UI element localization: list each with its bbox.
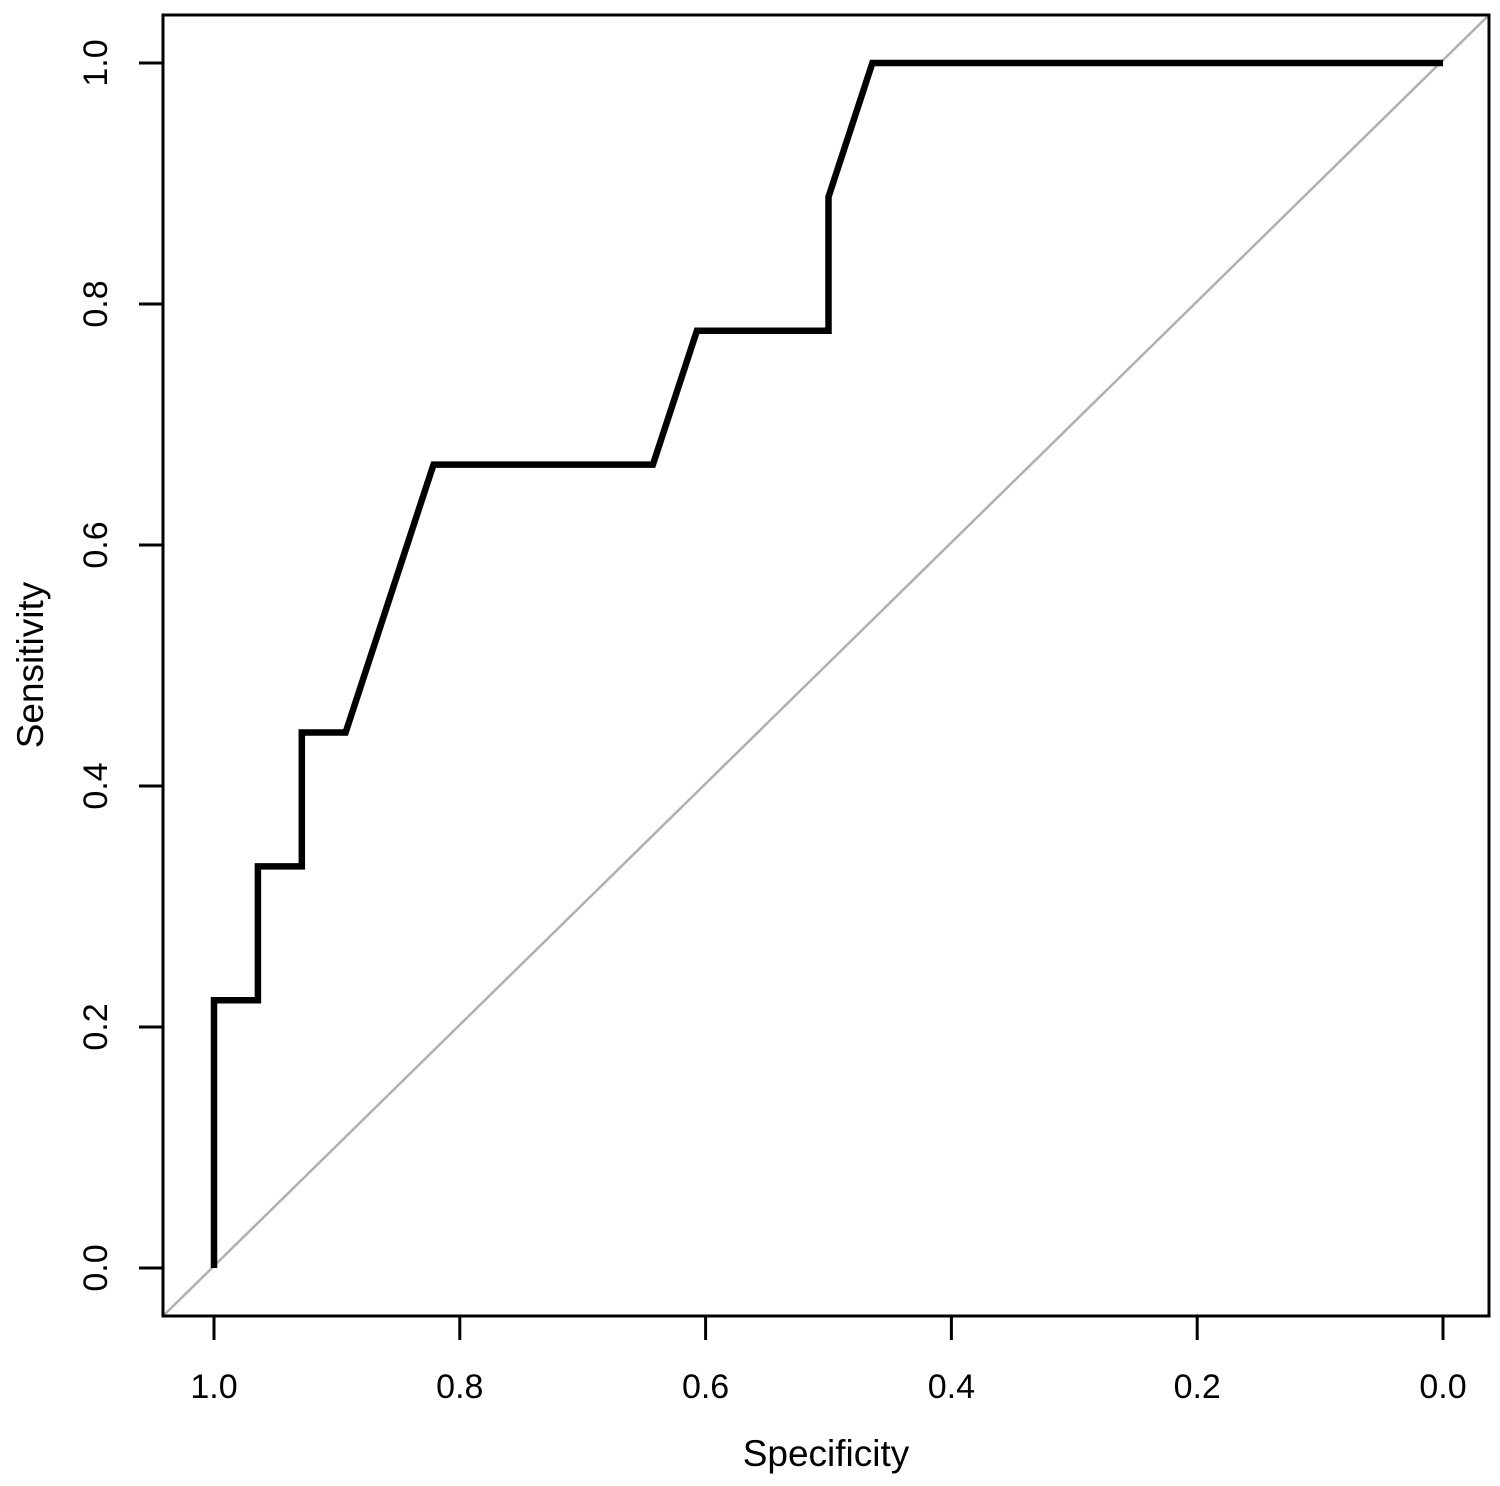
x-tick-label: 0.6 bbox=[682, 1368, 729, 1406]
y-tick-label: 0.0 bbox=[77, 1244, 115, 1291]
y-axis-ticks: 0.0 0.2 0.4 0.6 0.8 1.0 bbox=[77, 39, 163, 1292]
y-tick-label: 1.0 bbox=[77, 39, 115, 86]
chance-diagonal-line bbox=[162, 14, 1490, 1317]
plot-border-box bbox=[161, 13, 1491, 1318]
y-tick-label: 0.4 bbox=[77, 762, 115, 809]
y-axis-title: Sensitivity bbox=[10, 581, 51, 748]
y-tick-label: 0.2 bbox=[77, 1003, 115, 1050]
x-tick-label: 1.0 bbox=[190, 1368, 237, 1406]
y-tick-label: 0.8 bbox=[77, 280, 115, 327]
y-tick-label: 0.6 bbox=[77, 521, 115, 568]
x-tick-label: 0.0 bbox=[1419, 1368, 1466, 1406]
x-tick-label: 0.4 bbox=[928, 1368, 975, 1406]
x-axis-title: Specificity bbox=[743, 1433, 910, 1474]
x-tick-label: 0.2 bbox=[1174, 1368, 1221, 1406]
x-axis-ticks: 1.0 0.8 0.6 0.4 0.2 0.0 bbox=[190, 1316, 1467, 1406]
x-tick-label: 0.8 bbox=[436, 1368, 483, 1406]
roc-curve-line bbox=[210, 59, 1443, 1268]
